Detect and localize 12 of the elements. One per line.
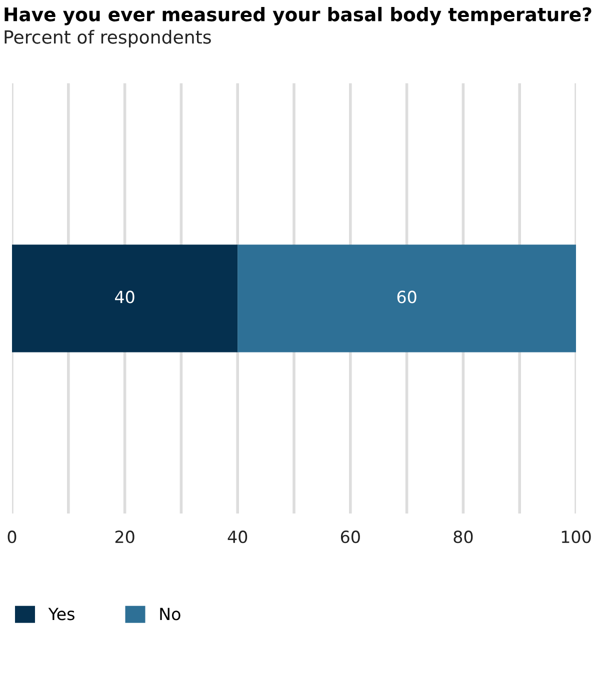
x-tick-label: 100: [562, 530, 591, 544]
x-tick-label: 60: [340, 530, 360, 544]
chart-title: Have you ever measured your basal body temperature?: [4, 6, 592, 26]
x-tick-label: 20: [115, 530, 134, 544]
data-label: 40: [115, 290, 134, 304]
chart-subtitle: Percent of respondents: [4, 30, 211, 48]
legend-label: Yes: [48, 608, 74, 620]
data-label: 60: [397, 290, 416, 304]
x-tick-label: 0: [8, 530, 16, 544]
legend-label: No: [160, 608, 180, 620]
x-tick-label: 40: [228, 530, 248, 544]
x-tick-label: 80: [454, 530, 473, 544]
